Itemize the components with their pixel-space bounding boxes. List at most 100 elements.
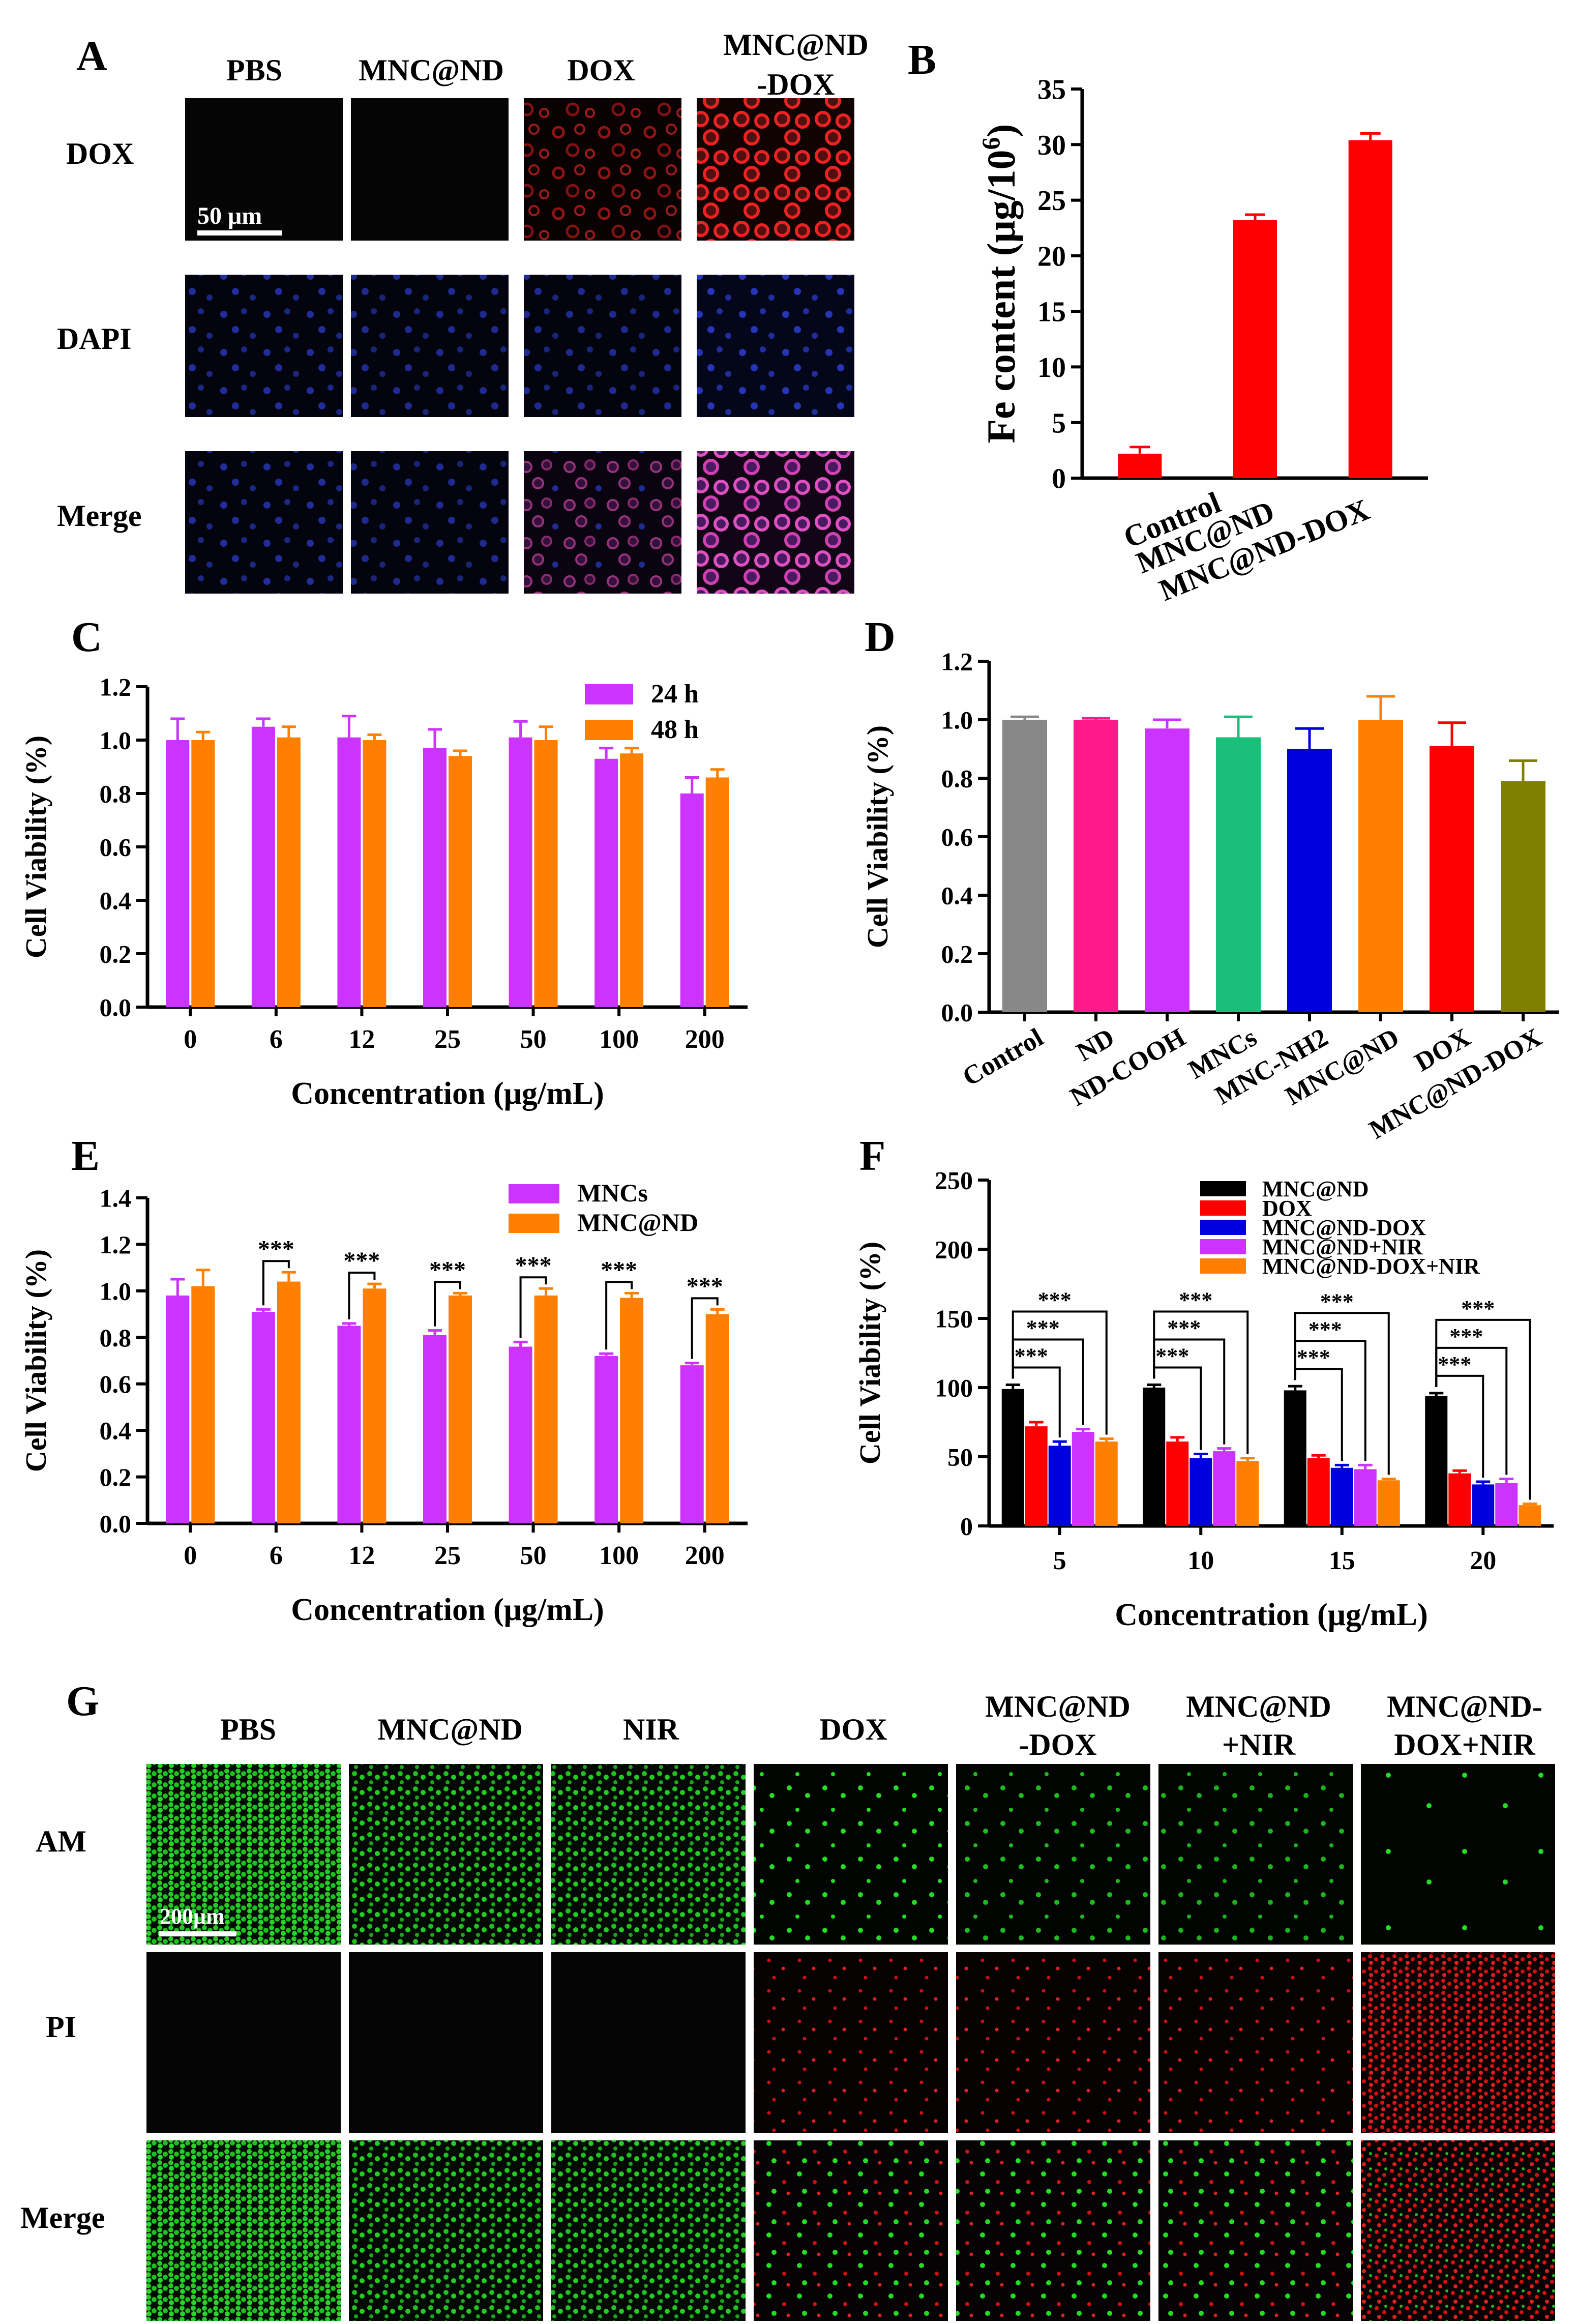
significance-bracket xyxy=(434,1281,461,1327)
bar-c-s0-0 xyxy=(166,740,190,1007)
y-tick-label: 0.6 xyxy=(100,1370,132,1398)
g-col-mncnd-dox-nir-1: MNC@ND- xyxy=(1387,1690,1542,1723)
y-axis-label: Cell Viability (%) xyxy=(853,1242,886,1464)
bar-e-s1-5 xyxy=(620,1298,644,1523)
micro-g-pi-nir xyxy=(551,1952,746,2133)
bar-c-s1-1 xyxy=(277,737,301,1007)
legend-swatch-f-0 xyxy=(1200,1181,1246,1196)
x-tick-label: 15 xyxy=(1329,1546,1355,1575)
y-tick-label: 30 xyxy=(1037,130,1066,161)
bar-c-s0-6 xyxy=(680,793,704,1007)
bar-f-s0-1 xyxy=(1143,1388,1166,1526)
bar-c-s0-2 xyxy=(337,737,361,1007)
bar-b-0 xyxy=(1118,453,1162,478)
y-tick-label: 1.2 xyxy=(100,673,132,701)
y-tick-label: 0.0 xyxy=(941,998,973,1027)
bar-f-s3-1 xyxy=(1213,1451,1236,1526)
legend-swatch-e-0 xyxy=(509,1184,559,1203)
g-col-mncnd-nir-2: +NIR xyxy=(1222,1728,1296,1761)
y-tick-label: 0.4 xyxy=(100,887,132,915)
legend-label-f-4: MNC@ND-DOX+NIR xyxy=(1262,1254,1480,1279)
y-tick-label: 50 xyxy=(947,1443,973,1472)
legend-swatch-f-2 xyxy=(1200,1220,1246,1235)
y-tick-label: 0.2 xyxy=(100,940,132,968)
bar-c-s1-6 xyxy=(705,777,729,1007)
legend-label-e-0: MNCs xyxy=(577,1179,648,1207)
bar-d-2 xyxy=(1145,728,1190,1012)
x-tick-label: 100 xyxy=(599,1541,639,1570)
panel-g: G PBS MNC@ND NIR DOX MNC@ND -DOX MNC@ND … xyxy=(20,1678,1555,2321)
significance-label: *** xyxy=(1015,1344,1048,1369)
x-tick-label: 20 xyxy=(1470,1546,1496,1575)
significance-bracket xyxy=(691,1297,719,1359)
bar-e-s1-3 xyxy=(449,1296,472,1523)
chart-c: C 0.0 0.2 0.4 0.6 0.8 1.0 1.2 0 6 12 25 50 100 200 Conc… xyxy=(19,613,748,1111)
bar-d-6 xyxy=(1430,746,1474,1012)
significance-label: *** xyxy=(601,1256,637,1283)
bar-e-s0-1 xyxy=(251,1312,275,1523)
bar-f-s2-0 xyxy=(1048,1446,1071,1526)
row-label-merge: Merge xyxy=(57,499,142,533)
significance-label: *** xyxy=(687,1273,723,1300)
col-label-mncnd-dox-2: -DOX xyxy=(757,68,835,101)
scale-bar-a-label: 50 μm xyxy=(197,202,262,229)
bar-f-s3-2 xyxy=(1354,1469,1377,1526)
y-tick-label: 1.0 xyxy=(100,726,132,755)
bar-d-4 xyxy=(1287,749,1332,1012)
significance-label: *** xyxy=(1297,1345,1330,1370)
x-tick-label: 50 xyxy=(520,1541,547,1570)
panel-letter-d: D xyxy=(865,613,896,661)
bar-f-s1-1 xyxy=(1166,1442,1189,1526)
x-axis-label: Concentration (μg/mL) xyxy=(291,1593,604,1627)
x-tick-label: 6 xyxy=(270,1025,283,1054)
col-label-mncnd: MNC@ND xyxy=(359,53,504,87)
bar-e-s0-3 xyxy=(423,1335,447,1523)
panel-letter-a: A xyxy=(76,33,107,80)
x-tick-label: 0 xyxy=(184,1025,197,1054)
significance-label: *** xyxy=(1461,1296,1495,1321)
y-tick-label: 1.2 xyxy=(100,1230,132,1259)
y-tick-label: 0 xyxy=(1052,463,1066,495)
legend-label-e-1: MNC@ND xyxy=(577,1208,698,1237)
bar-c-s1-4 xyxy=(534,740,558,1007)
panel-letter-f: F xyxy=(859,1132,885,1180)
bar-e-s1-4 xyxy=(534,1296,558,1523)
scale-bar-g-label: 200μm xyxy=(160,1904,225,1929)
panel-letter-b: B xyxy=(908,36,936,83)
g-col-dox: DOX xyxy=(819,1713,887,1746)
y-tick-label: 0.6 xyxy=(941,823,973,851)
significance-label: *** xyxy=(343,1247,380,1274)
y-tick-label: 1.4 xyxy=(100,1184,132,1213)
col-label-dox: DOX xyxy=(567,53,635,87)
x-tick-label: 10 xyxy=(1187,1546,1214,1575)
y-tick-label: 250 xyxy=(935,1166,973,1195)
significance-bracket xyxy=(1294,1312,1390,1475)
y-tick-label: 0 xyxy=(960,1512,973,1541)
bar-e-s1-2 xyxy=(363,1288,386,1523)
legend-swatch-f-4 xyxy=(1200,1258,1246,1274)
bar-e-s0-6 xyxy=(680,1365,704,1523)
bar-b-1 xyxy=(1233,220,1277,478)
significance-bracket xyxy=(1012,1310,1108,1435)
bar-f-s0-0 xyxy=(1001,1389,1024,1526)
bar-e-s0-5 xyxy=(594,1356,618,1523)
y-axis-label: Cell Viability (%) xyxy=(19,736,52,958)
row-label-dox: DOX xyxy=(66,137,134,170)
significance-bracket xyxy=(519,1276,547,1338)
y-tick-label: 0.4 xyxy=(941,881,973,910)
legend-label-f-3: MNC@ND+NIR xyxy=(1262,1234,1423,1259)
y-tick-label: 200 xyxy=(935,1235,973,1264)
significance-label: *** xyxy=(1038,1288,1072,1313)
significance-label: *** xyxy=(429,1256,466,1283)
significance-bracket xyxy=(605,1281,633,1350)
y-tick-label: 35 xyxy=(1037,74,1066,106)
legend-swatch-f-3 xyxy=(1200,1239,1246,1254)
legend-label-c-0: 24 h xyxy=(651,680,699,709)
legend-swatch-c-1 xyxy=(585,720,633,740)
significance-label: *** xyxy=(1155,1344,1189,1369)
legend-label-c-1: 48 h xyxy=(651,715,699,744)
bar-c-s1-0 xyxy=(191,740,215,1007)
bar-f-s1-0 xyxy=(1025,1426,1048,1526)
x-axis-label: Concentration (μg/mL) xyxy=(291,1076,604,1111)
